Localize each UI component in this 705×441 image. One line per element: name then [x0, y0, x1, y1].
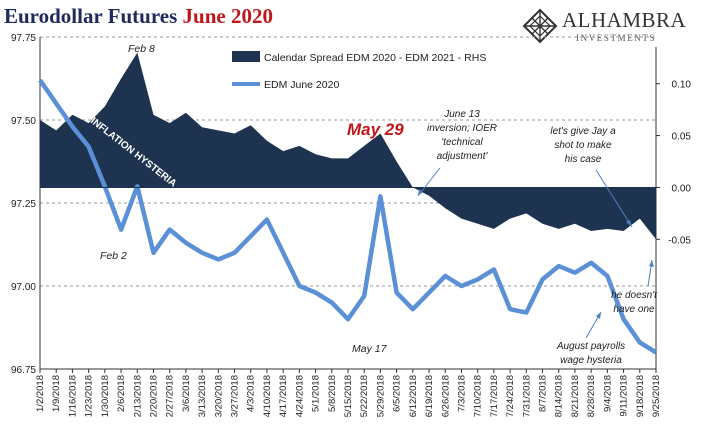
annotation-doesnt-1: have one [613, 304, 655, 315]
x-tick-26: 7/3/2018 [457, 375, 468, 412]
edm-line [38, 78, 658, 355]
x-tick-37: 9/18/2018 [635, 375, 646, 417]
annotation-jay-arrow [595, 169, 633, 228]
diamond-lattice-icon [522, 8, 558, 44]
annotation-june13-arrowhead [418, 189, 423, 196]
annotation-may17: May 17 [352, 343, 388, 355]
legend-swatch-spread [232, 51, 260, 62]
x-tick-16: 4/24/2018 [294, 375, 305, 417]
x-tick-10: 3/13/2018 [197, 375, 208, 417]
legend-label-edm: EDM June 2020 [264, 79, 339, 91]
annotation-august-1: wage hysteria [560, 355, 622, 366]
right-tick-2: 0.00 [672, 183, 692, 194]
annotation-may29: May 29 [347, 120, 404, 139]
x-tick-17: 5/1/2018 [311, 375, 322, 412]
annotation-june13-3: adjustment' [437, 151, 489, 162]
annotation-feb8: Feb 8 [128, 43, 155, 55]
chart-title-highlight: June 2020 [182, 4, 273, 28]
x-tick-15: 4/17/2018 [278, 375, 289, 417]
x-tick-14: 4/10/2018 [262, 375, 273, 417]
x-tick-34: 8/28/2018 [586, 375, 597, 417]
x-tick-21: 5/29/2018 [375, 375, 386, 417]
x-tick-13: 4/3/2018 [246, 375, 257, 412]
annotation-august-arrowhead [596, 312, 601, 319]
logo-sub: INVESTMENTS [576, 33, 657, 43]
left-axis-ticks: 96.75 97.00 97.25 97.50 97.75 [11, 33, 36, 376]
annotation-jay-1: shot to make [554, 140, 612, 151]
annotation-august-0: August payrolls [556, 341, 625, 352]
x-tick-1: 1/9/2018 [51, 375, 62, 412]
x-tick-27: 7/10/2018 [473, 375, 484, 417]
x-axis-ticks: 1/2/2018 1/9/2018 1/16/2018 1/23/2018 1/30/2… [35, 369, 662, 417]
right-axis-ticks: 0.10 0.05 0.00 -0.05 [656, 80, 692, 246]
annotation-june13-1: inversion; IOER [427, 123, 497, 134]
x-tick-11: 3/20/2018 [213, 375, 224, 417]
x-tick-24: 6/19/2018 [424, 375, 435, 417]
x-tick-12: 3/27/2018 [230, 375, 241, 417]
annotation-jay-2: his case [565, 154, 602, 165]
x-tick-5: 2/6/2018 [116, 375, 127, 412]
left-tick-2: 97.25 [11, 199, 36, 210]
x-tick-29: 7/24/2018 [505, 375, 516, 417]
annotation-june13-2: 'technical [441, 137, 483, 148]
left-tick-4: 97.75 [11, 33, 36, 44]
x-tick-25: 6/26/2018 [440, 375, 451, 417]
x-tick-30: 7/31/2018 [521, 375, 532, 417]
x-tick-31: 8/7/2018 [538, 375, 549, 412]
x-tick-20: 5/22/2018 [359, 375, 370, 417]
alhambra-logo: ALHAMBRA INVESTMENTS [522, 6, 702, 46]
x-tick-33: 8/21/2018 [570, 375, 581, 417]
spread-area [40, 52, 656, 240]
chart-title-main: Eurodollar Futures [4, 4, 178, 28]
annotation-jay-arrowhead [626, 220, 632, 227]
chart-title: Eurodollar Futures June 2020 [4, 4, 273, 29]
annotation-june13-0: June 13 [443, 109, 480, 120]
x-tick-3: 1/23/2018 [84, 375, 95, 417]
x-tick-2: 1/16/2018 [67, 375, 78, 417]
legend-label-spread: Calendar Spread EDM 2020 - EDM 2021 - RH… [264, 52, 486, 64]
x-tick-19: 5/15/2018 [343, 375, 354, 417]
legend: Calendar Spread EDM 2020 - EDM 2021 - RH… [232, 51, 486, 91]
right-tick-0: 0.10 [672, 80, 692, 91]
x-tick-35: 9/4/2018 [602, 375, 613, 412]
annotation-feb2: Feb 2 [100, 250, 127, 262]
right-tick-1: 0.05 [672, 132, 692, 143]
x-tick-9: 3/6/2018 [181, 375, 192, 412]
left-tick-0: 96.75 [11, 365, 36, 376]
x-tick-6: 2/13/2018 [132, 375, 143, 417]
annotation-jay-0: let's give Jay a [550, 126, 616, 137]
x-tick-0: 1/2/2018 [35, 375, 46, 412]
x-tick-38: 9/25/2018 [651, 375, 662, 417]
x-tick-36: 9/11/2018 [619, 375, 630, 417]
x-tick-23: 6/12/2018 [408, 375, 419, 417]
x-tick-22: 6/5/2018 [392, 375, 403, 412]
x-tick-7: 2/20/2018 [149, 375, 160, 417]
x-tick-8: 2/27/2018 [165, 375, 176, 417]
x-tick-28: 7/17/2018 [489, 375, 500, 417]
right-tick-3: -0.05 [668, 235, 691, 246]
left-tick-3: 97.50 [11, 116, 36, 127]
left-tick-1: 97.00 [11, 282, 36, 293]
x-tick-4: 1/30/2018 [100, 375, 111, 417]
x-tick-32: 8/14/2018 [554, 375, 565, 417]
x-tick-18: 5/8/2018 [327, 375, 338, 412]
logo-name: ALHAMBRA [562, 8, 687, 32]
annotation-doesnt-arrowhead [649, 260, 654, 267]
annotation-doesnt-0: he doesn't [611, 290, 658, 301]
